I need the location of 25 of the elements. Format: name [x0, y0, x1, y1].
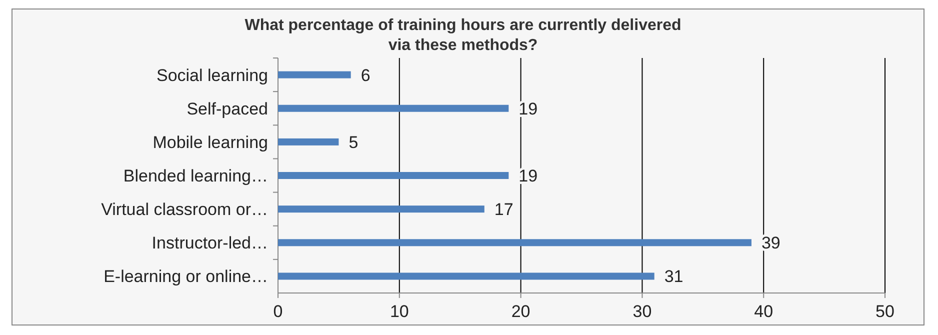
y-tick-label: Instructor-led…: [152, 234, 268, 253]
data-label: 5: [348, 132, 358, 152]
y-tick-label: Blended learning…: [123, 166, 268, 186]
x-tick-label: 50: [876, 302, 894, 321]
chart-title: What percentage of training hours are currently delivered via these methods?: [244, 17, 682, 54]
bar: [278, 272, 654, 280]
x-tick-label: 30: [632, 302, 652, 321]
y-tick-label: Virtual classroom or…: [101, 200, 268, 220]
y-tick-label: E-learning or online…: [104, 267, 268, 286]
y-tick-label: Mobile learning: [152, 132, 268, 152]
bar: [278, 172, 509, 179]
bar: [278, 239, 752, 246]
bar: [278, 206, 484, 213]
data-label: 6: [360, 66, 370, 85]
data-label: 17: [494, 200, 514, 220]
bar: [278, 71, 351, 78]
bar: [278, 104, 509, 112]
bar: [278, 138, 339, 146]
data-label: 31: [664, 267, 684, 286]
x-tick-label: 40: [754, 302, 774, 321]
x-tick-label: 10: [390, 302, 409, 321]
x-tick-label: 20: [511, 302, 530, 321]
y-tick-label: Social learning: [156, 66, 268, 85]
x-tick-label: 0: [273, 302, 283, 321]
y-tick-label: Self-paced: [186, 99, 268, 118]
